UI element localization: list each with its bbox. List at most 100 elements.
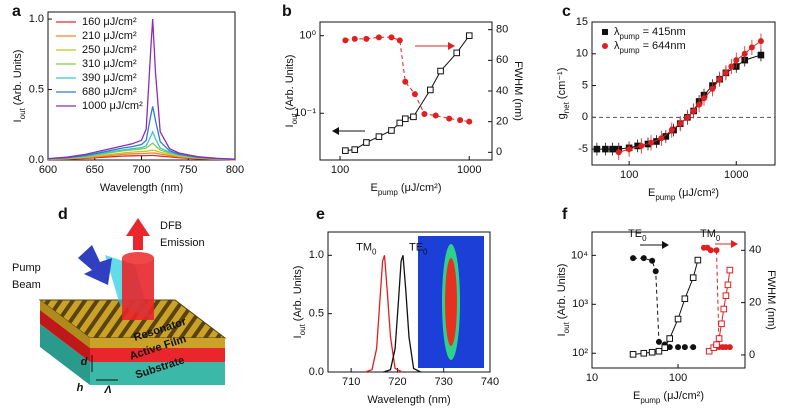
text-segment: pump [655,193,676,202]
text-segment: E [371,182,378,194]
data-point [757,38,764,45]
diagram-text: Beam [12,279,41,291]
data-point [421,111,428,117]
pump-arrow [78,245,112,285]
plot-frame [591,231,746,369]
arrow-head [448,42,455,50]
x-tick-label: 1000 [724,169,748,181]
series-line [47,149,236,161]
data-point [696,101,703,108]
text-segment: I [292,335,304,338]
data-point [626,146,633,153]
data-point [593,145,601,153]
data-point [427,86,434,94]
legend-label: 680 μJ/cm² [82,86,137,98]
text-segment: g [556,113,568,119]
data-point [342,147,349,154]
data-point [602,145,609,153]
panel-letter: e [316,206,325,223]
data-point [689,274,697,281]
y-tick-label: 5 [582,79,588,91]
data-point [655,347,663,355]
legend-label: 310 μJ/cm² [82,58,137,70]
active-film-side [40,310,90,362]
data-point [661,344,669,351]
data-point [690,107,697,114]
plot-frame [327,231,491,373]
arrow-head [731,240,738,248]
y-tick-label: 0 [582,111,588,123]
series-label: TE0 [409,241,428,256]
series-line [633,257,694,348]
data-point [402,78,409,85]
series-line [383,255,421,373]
data-point [694,256,702,264]
data-point [401,115,409,123]
data-point [375,34,382,41]
x-tick-label: 750 [179,164,197,176]
data-point [396,37,403,44]
text-segment: I [284,124,296,127]
text-segment: TE [628,228,642,240]
device-diagram [38,218,227,385]
dimension-label: d [81,356,88,368]
text-segment: E [648,187,655,199]
y-axis-label: gnet (cm⁻¹) [556,68,571,120]
x-tick-label: 600 [39,164,57,176]
data-point [396,119,404,127]
text-segment: out [290,112,299,124]
data-point [713,247,720,254]
substrate-front [90,362,225,385]
series-line [47,106,236,160]
x-tick-label: 10 [586,372,598,384]
data-point [713,341,720,348]
legend-marker [602,43,608,49]
data-point [411,91,418,98]
data-point [446,115,453,122]
data-point [720,305,728,313]
data-point [677,120,684,127]
data-point [722,292,730,299]
legend-label: λpump = 644nm [614,40,686,55]
data-point [709,85,716,92]
annotation-arrows [332,42,738,249]
legend-label: 250 μJ/cm² [82,44,137,56]
x-axis-label: Wavelength (nm) [367,394,450,406]
x-axis-label: Wavelength (nm) [100,182,183,194]
annotation: TM0 [700,228,721,243]
data-point [432,112,439,119]
data-point [716,76,723,83]
resonator-front [90,338,225,348]
panel-letter: d [58,206,68,223]
legend-label: λpump = 415nm [614,26,686,41]
legend-label: 390 μJ/cm² [82,72,137,84]
data-point [648,139,655,146]
text-segment: TM [356,241,372,253]
y-axis-label: Iout (Arb. Units) [556,264,571,337]
x-tick-label: 100 [620,169,638,181]
y-tick-label: 0.5 [309,308,324,320]
y-tick-label: 10⁴ [571,249,588,261]
x-tick-label: 710 [342,376,360,388]
text-segment: out [298,323,307,335]
text-segment: I [556,333,568,336]
y-tick-label: 0.5 [29,83,44,95]
text-segment: out [18,107,27,119]
plot-frame [591,21,776,166]
data-point [465,32,473,39]
data-point [707,247,714,254]
data-point [640,349,648,357]
data-point [466,118,473,125]
text-segment: (μJ/cm²) [398,182,442,194]
data-point [668,127,675,134]
data-point [722,69,729,76]
x-tick-label: 650 [86,164,104,176]
text-segment: (μJ/cm²) [660,390,704,402]
panel-letter: f [562,206,568,223]
plot-frame [47,11,236,161]
text-segment: (Arb. Units) [292,266,304,325]
y-tick-label: 10 [576,48,588,60]
y2-tick-label: 80 [496,24,508,36]
